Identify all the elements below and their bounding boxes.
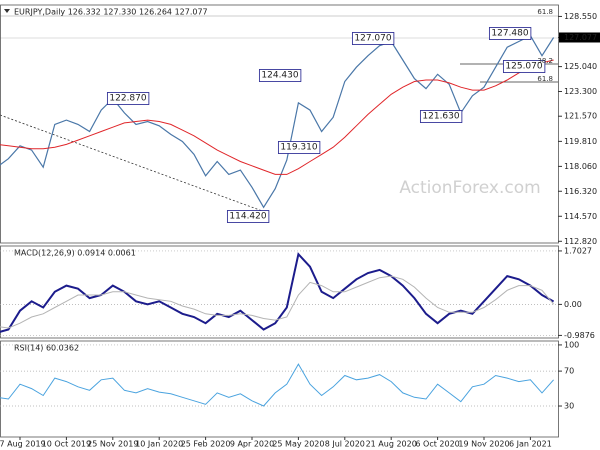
y-tick-label: 119.810 [564,137,597,146]
series-line [0,252,555,333]
panel-frame [0,245,559,339]
x-tick-label: 9 Apr 2020 [230,440,274,449]
x-tick-label: 25 Nov 2019 [87,440,138,449]
price-label: 127.480 [488,27,532,40]
annotation-box [106,92,150,105]
series-line [0,363,554,407]
annotation-box [258,69,302,82]
fib-label: 38.2 [537,57,553,65]
fib-label: 61.8 [537,75,553,83]
series-line [0,59,554,175]
price-label: 122.870 [106,92,150,105]
x-tick-label: 6 Jan 2021 [509,440,552,449]
annotation-text: 121.630 [422,112,459,122]
panel-title: RSI(14) 60.0362 [14,344,79,353]
y-tick-label: 121.570 [564,112,597,121]
annotation-text: 61.8 [537,75,553,83]
price-label: 124.430 [258,69,302,82]
chart-title: EURJPY,Daily 126.332 127.330 126.264 127… [14,8,208,17]
annotation-box [502,60,546,73]
annotation-text: 38.2 [537,57,553,65]
x-tick-label: 10 Jan 2020 [135,440,183,449]
y-tick-label: 100 [564,340,579,349]
x-tick-label: 19 Nov 2020 [458,440,509,449]
y-tick-label: 118.060 [564,162,597,171]
annotation-box [277,141,321,154]
panel-title: MACD(12,26,9) 0.0914 0.0061 [14,249,136,258]
y-tick-label: 1.7027 [564,246,592,255]
annotation-text: 119.310 [280,143,317,153]
x-tick-label: 25 Feb 2020 [181,440,231,449]
y-tick-label: 116.320 [564,187,597,196]
series-line [0,275,554,329]
panel-frame [0,340,559,438]
annotation-box [419,110,463,123]
trend-line [0,114,266,213]
annotation-box [351,32,395,45]
y-tick-label: -0.9876 [564,331,595,340]
price-label: 119.310 [277,141,321,154]
price-label: 114.420 [226,210,270,223]
fib-label: 61.8 [537,8,553,16]
price-label: 121.630 [419,110,463,123]
x-tick-label: 10 Oct 2019 [42,440,91,449]
x-tick-label: 21 Aug 2020 [366,440,417,449]
annotation-box [226,210,270,223]
y-tick-label: 123.300 [564,87,597,96]
annotation-box [488,27,532,40]
y-tick-label: 112.820 [564,237,597,246]
annotation-text: 122.870 [109,94,146,104]
annotation-text: 125.070 [505,62,542,72]
panel-frame [0,4,559,244]
annotation-text: 124.430 [261,71,298,81]
x-tick-label: 8 Jul 2020 [325,440,365,449]
y-tick-label: 114.570 [564,212,597,221]
y-tick-label: 125.040 [564,62,597,71]
y-tick-label: 30 [564,402,574,411]
y-tick-label: 128.550 [564,12,597,21]
watermark: ActionForex.com [399,178,540,198]
price-label: 125.070 [502,60,546,73]
y-tick-label: 70 [564,367,574,376]
annotation-text: 127.480 [491,29,528,39]
annotation-text: 114.420 [229,212,266,222]
title-marker [4,9,10,13]
annotation-text: 127.070 [354,34,391,44]
x-tick-label: 6 Oct 2020 [415,440,459,449]
annotation-text: 61.8 [537,8,553,16]
x-tick-label: 25 May 2020 [272,440,324,449]
y-tick-label: 0.00 [564,300,582,309]
price-marker [559,32,600,43]
price-label: 127.070 [351,32,395,45]
x-tick-label: 27 Aug 2019 [0,440,46,449]
y-tick-label: 127.077 [564,33,597,42]
